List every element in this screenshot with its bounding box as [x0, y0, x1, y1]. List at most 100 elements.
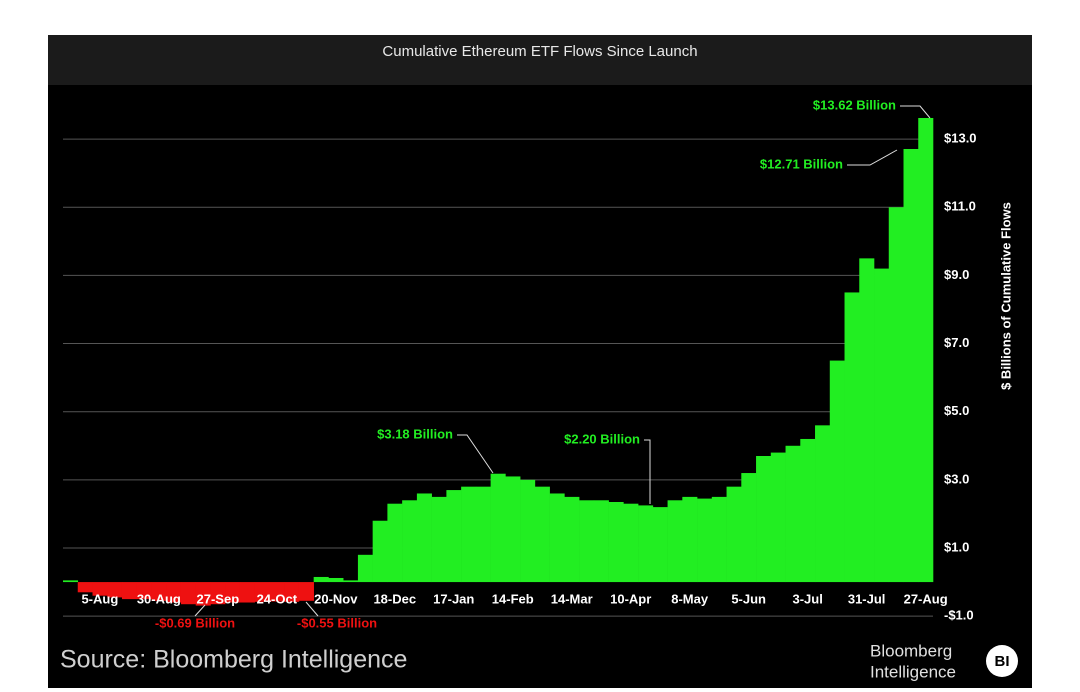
area-step [505, 476, 521, 583]
area-step [298, 582, 314, 601]
annotation: $3.18 Billion [377, 426, 453, 441]
x-tick-label: 20-Nov [314, 591, 358, 606]
annotation: $13.62 Billion [813, 97, 896, 112]
area-step [638, 505, 654, 583]
area-step [770, 452, 786, 583]
logo-text: Bloomberg [870, 641, 952, 660]
area-step [564, 496, 580, 583]
area-step [254, 582, 270, 602]
area-step [682, 496, 698, 583]
area-step [829, 360, 845, 583]
annotation-leader [457, 434, 494, 474]
chart-title: Cumulative Ethereum ETF Flows Since Laun… [382, 43, 697, 60]
x-tick-label: 30-Aug [137, 591, 181, 606]
area-step [475, 486, 491, 583]
area-step [121, 582, 138, 600]
x-tick-label: 5-Jun [731, 591, 766, 606]
area-step [461, 486, 477, 583]
area-step [63, 580, 79, 583]
y-tick-label: $11.0 [944, 199, 976, 214]
area-step [711, 496, 727, 583]
area-step [431, 496, 447, 583]
area-step [136, 582, 152, 600]
area-step [918, 117, 934, 583]
x-tick-label: 10-Apr [610, 591, 651, 606]
area-step [387, 503, 403, 583]
x-tick-label: 24-Oct [257, 591, 298, 606]
annotation: -$0.55 Billion [297, 615, 377, 630]
x-tick-label: 27-Aug [904, 591, 948, 606]
area-step [520, 479, 536, 583]
y-tick-label: $9.0 [944, 267, 969, 282]
y-tick-label: -$1.0 [944, 608, 974, 623]
area-step [785, 445, 801, 583]
y-tick-label: $7.0 [944, 335, 969, 350]
annotation: -$0.69 Billion [155, 615, 235, 630]
area-step [667, 500, 683, 583]
y-axis-label: $ Billions of Cumulative Flows [998, 202, 1013, 390]
area-step [313, 576, 329, 583]
area-step [166, 582, 182, 603]
area-step [372, 520, 388, 583]
y-tick-label: $5.0 [944, 403, 969, 418]
area-step [402, 500, 418, 583]
area-step [446, 490, 462, 583]
area-step [343, 580, 359, 583]
area-step [225, 582, 241, 603]
area-step [888, 207, 904, 583]
area-step [652, 507, 668, 583]
area-step [151, 582, 167, 601]
area-step [815, 425, 831, 583]
area-step [534, 486, 550, 583]
area-step [357, 554, 373, 583]
x-tick-label: 8-May [671, 591, 709, 606]
area-step [800, 438, 816, 583]
area-step [874, 268, 890, 583]
area-step [623, 503, 639, 583]
area-step [416, 493, 432, 583]
annotation-leader [847, 149, 898, 166]
area-step [756, 456, 772, 583]
area-step [269, 582, 285, 602]
logo-badge-text: BI [995, 653, 1010, 670]
y-tick-label: $3.0 [944, 471, 969, 486]
area-step [77, 582, 93, 593]
area-step [92, 582, 108, 596]
area-step [107, 582, 123, 598]
header [48, 35, 1032, 85]
y-tick-label: $1.0 [944, 539, 969, 554]
x-tick-label: 5-Aug [81, 591, 118, 606]
x-tick-label: 3-Jul [792, 591, 822, 606]
area-step [284, 582, 300, 602]
area-step [549, 493, 565, 583]
area-step [579, 500, 595, 583]
annotation: $12.71 Billion [760, 156, 843, 171]
x-tick-label: 14-Feb [492, 591, 534, 606]
annotation-leader [644, 439, 651, 504]
area-step [239, 582, 255, 603]
area-step [210, 582, 226, 605]
area-step [741, 473, 757, 583]
area-step [593, 500, 609, 583]
area-step [697, 498, 713, 583]
annotation-leader [305, 601, 319, 617]
area-step [859, 258, 875, 583]
y-tick-label: $13.0 [944, 131, 977, 146]
logo-badge [986, 645, 1018, 677]
area-step [195, 582, 211, 606]
annotation-leader [900, 105, 931, 119]
x-tick-label: 17-Jan [433, 591, 474, 606]
area-step [903, 148, 919, 583]
area-step [608, 502, 624, 583]
source: Source: Bloomberg Intelligence [60, 646, 407, 674]
annotation-leader [194, 604, 206, 617]
logo-text: Intelligence [870, 662, 956, 681]
x-tick-label: 27-Sep [197, 591, 240, 606]
annotation: $2.20 Billion [564, 431, 640, 446]
x-tick-label: 31-Jul [848, 591, 886, 606]
area-step [726, 486, 742, 583]
x-tick-label: 18-Dec [373, 591, 416, 606]
area-step [180, 582, 197, 605]
